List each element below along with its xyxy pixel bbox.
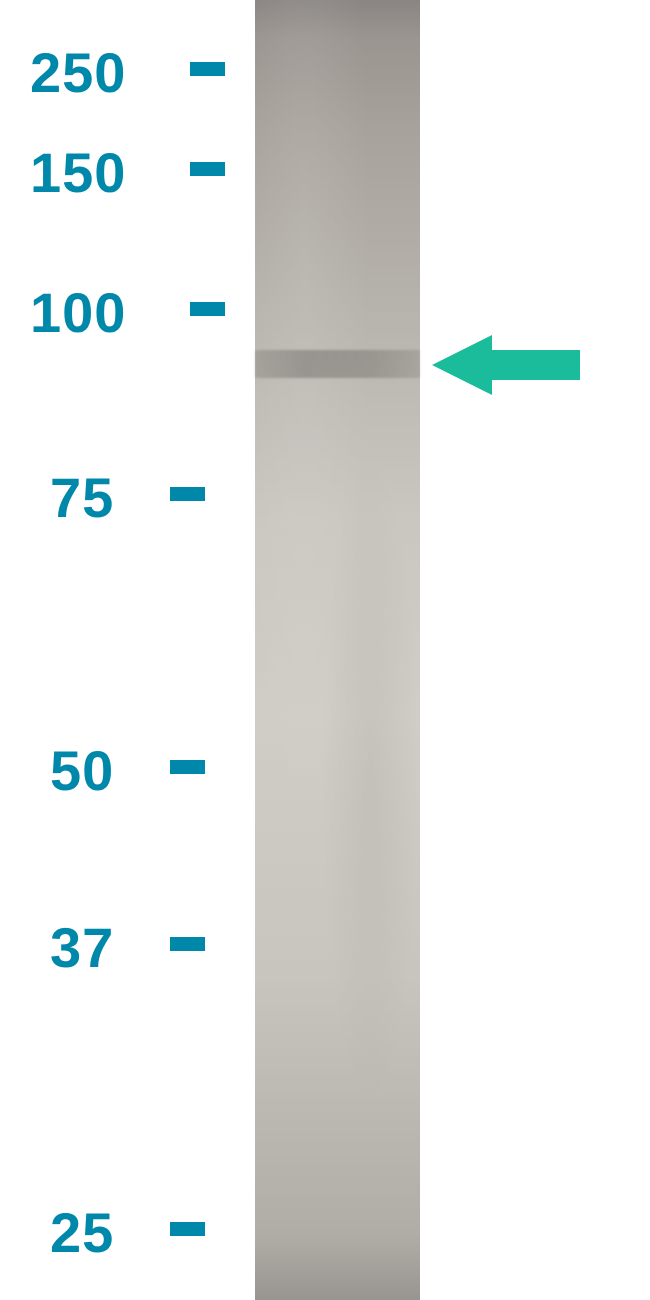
ladder-tick bbox=[170, 487, 205, 501]
ladder-label: 250 bbox=[30, 40, 126, 105]
ladder-tick bbox=[170, 1222, 205, 1236]
ladder-label: 50 bbox=[50, 738, 114, 803]
western-blot-image: 250 150 100 75 50 37 25 bbox=[0, 0, 650, 1300]
ladder-label: 75 bbox=[50, 465, 114, 530]
protein-band bbox=[255, 350, 420, 378]
blot-lane bbox=[255, 0, 420, 1300]
ladder-label: 25 bbox=[50, 1200, 114, 1265]
ladder-tick bbox=[190, 302, 225, 316]
ladder-tick bbox=[190, 162, 225, 176]
ladder-label: 100 bbox=[30, 280, 126, 345]
ladder-label: 150 bbox=[30, 140, 126, 205]
ladder-tick bbox=[190, 62, 225, 76]
ladder-label: 37 bbox=[50, 915, 114, 980]
ladder-tick bbox=[170, 760, 205, 774]
ladder-tick bbox=[170, 937, 205, 951]
